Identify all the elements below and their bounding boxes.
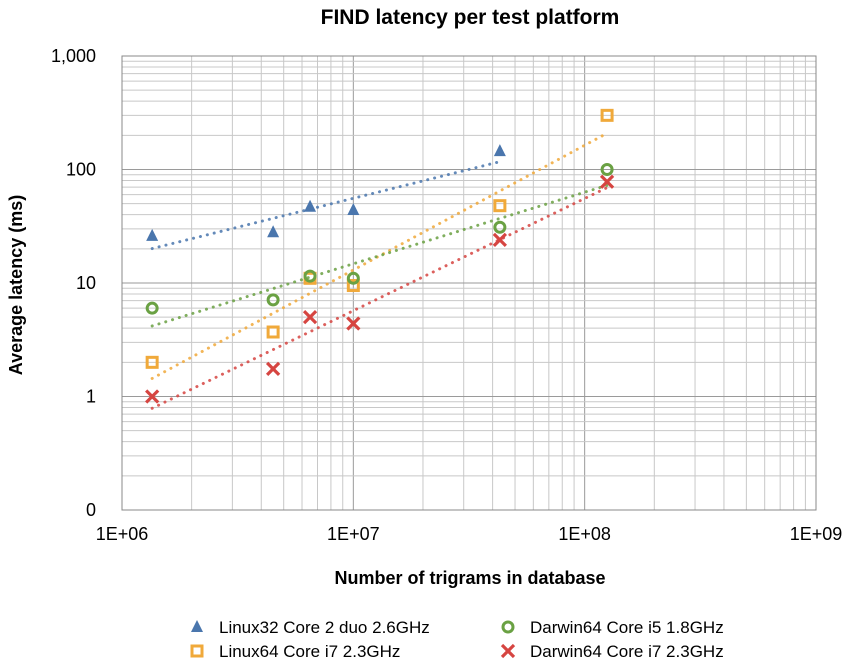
plot-area bbox=[121, 55, 817, 511]
data-point-series-4 bbox=[346, 316, 361, 331]
data-point-series-1 bbox=[347, 202, 360, 215]
y-tick-label: 1,000 bbox=[51, 46, 96, 66]
data-point-series-4 bbox=[265, 361, 281, 377]
data-point-series-1 bbox=[493, 144, 506, 157]
chart-title: FIND latency per test platform bbox=[321, 6, 620, 29]
y-tick-label: 10 bbox=[76, 273, 96, 293]
data-point-series-4 bbox=[492, 232, 508, 247]
legend-marker bbox=[500, 643, 516, 659]
data-point-series-4 bbox=[599, 174, 615, 189]
data-point-series-4 bbox=[145, 389, 160, 404]
legend-marker bbox=[191, 620, 203, 632]
data-point-series-1 bbox=[304, 199, 317, 212]
data-point-series-2 bbox=[266, 325, 280, 339]
data-point-series-3 bbox=[346, 271, 360, 285]
x-tick-label: 1E+06 bbox=[96, 524, 149, 544]
y-tick-label: 1 bbox=[86, 387, 96, 407]
x-tick-label: 1E+07 bbox=[327, 524, 380, 544]
legend-item-2: Linux64 Core i7 2.3GHz bbox=[190, 642, 400, 661]
data-point-series-3 bbox=[145, 301, 159, 315]
legend-item-3: Darwin64 Core i5 1.8GHz bbox=[501, 618, 724, 637]
data-point-series-2 bbox=[493, 199, 507, 213]
legend-marker bbox=[190, 644, 204, 658]
trendline-series-4 bbox=[150, 186, 609, 410]
legend-label: Darwin64 Core i7 2.3GHz bbox=[530, 642, 724, 661]
data-points bbox=[145, 108, 615, 404]
data-point-series-2 bbox=[346, 279, 360, 293]
data-point-series-3 bbox=[303, 269, 317, 283]
data-point-series-3 bbox=[266, 293, 280, 307]
trendline-series-1 bbox=[150, 160, 502, 251]
legend: Linux32 Core 2 duo 2.6GHz Linux64 Core i7… bbox=[190, 618, 724, 661]
x-tick-label: 1E+08 bbox=[558, 524, 611, 544]
legend-marker bbox=[501, 620, 515, 634]
legend-label: Darwin64 Core i5 1.8GHz bbox=[530, 618, 724, 637]
trendline-series-2 bbox=[150, 131, 609, 380]
axis-ticks: 1E+06 1E+07 1E+08 1E+09 0 1 10 100 1,000 bbox=[51, 46, 842, 544]
data-point-series-4 bbox=[302, 310, 318, 325]
y-axis-title: Average latency (ms) bbox=[6, 195, 26, 375]
y-tick-label: 100 bbox=[66, 160, 96, 180]
data-point-series-2 bbox=[600, 108, 614, 122]
data-point-series-3 bbox=[493, 220, 507, 234]
data-point-series-1 bbox=[267, 225, 280, 238]
legend-label: Linux64 Core i7 2.3GHz bbox=[219, 642, 400, 661]
data-point-series-1 bbox=[146, 228, 159, 241]
x-axis-title: Number of trigrams in database bbox=[334, 568, 605, 588]
x-tick-label: 1E+09 bbox=[790, 524, 843, 544]
legend-item-1: Linux32 Core 2 duo 2.6GHz bbox=[191, 618, 430, 637]
trendline-series-3 bbox=[150, 183, 609, 328]
legend-label: Linux32 Core 2 duo 2.6GHz bbox=[219, 618, 430, 637]
y-tick-label: 0 bbox=[86, 500, 96, 520]
legend-item-4: Darwin64 Core i7 2.3GHz bbox=[500, 642, 724, 661]
data-point-series-3 bbox=[600, 163, 614, 176]
grid bbox=[121, 56, 816, 511]
trendlines bbox=[150, 131, 609, 410]
data-point-series-2 bbox=[145, 355, 159, 369]
